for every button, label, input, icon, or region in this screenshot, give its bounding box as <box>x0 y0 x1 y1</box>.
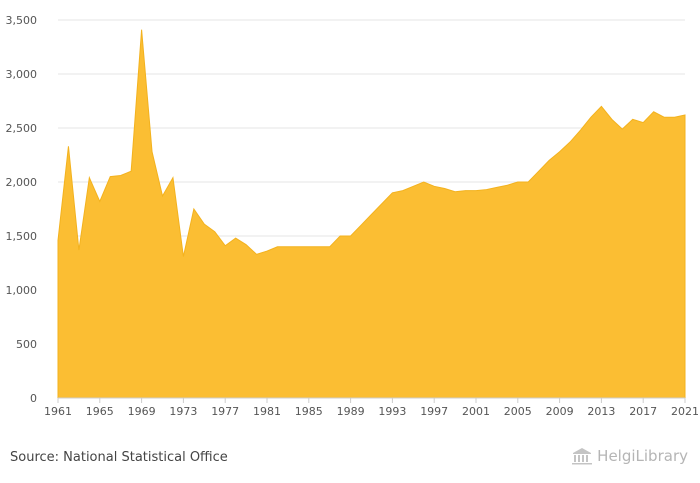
x-tick-label: 1985 <box>295 405 323 418</box>
source-note: Source: National Statistical Office <box>10 450 228 465</box>
y-tick-label: 1,000 <box>6 284 38 297</box>
y-tick-label: 3,000 <box>6 68 38 81</box>
y-tick-label: 2,000 <box>6 176 38 189</box>
x-tick-label: 2001 <box>462 405 490 418</box>
brand-logo: HelgiLibrary <box>571 447 688 465</box>
area-fill <box>57 29 686 399</box>
x-tick-label: 2017 <box>629 405 657 418</box>
y-tick-label: 0 <box>30 392 37 405</box>
x-tick-label: 1989 <box>337 405 365 418</box>
library-building-icon <box>572 448 593 465</box>
x-tick-label: 1969 <box>128 405 156 418</box>
x-tick-label: 2005 <box>504 405 532 418</box>
x-tick-label: 2009 <box>546 405 574 418</box>
brand-name: HelgiLibrary <box>597 447 688 465</box>
area-chart: 1961 1965 1969 1973 1977 1981 1985 1989 1993 1997… <box>6 14 700 418</box>
x-tick-label: 2013 <box>587 405 615 418</box>
y-tick-label: 500 <box>16 338 37 351</box>
x-tick-label: 1973 <box>169 405 197 418</box>
x-tick-label: 1961 <box>44 405 72 418</box>
area-series <box>57 29 686 399</box>
y-axis: 0 500 1,000 1,500 2,000 2,500 3,000 3,500 <box>6 14 38 405</box>
y-tick-label: 3,500 <box>6 14 38 27</box>
x-tick-label: 1997 <box>420 405 448 418</box>
y-tick-label: 1,500 <box>6 230 38 243</box>
x-tick-label: 1977 <box>211 405 239 418</box>
x-axis: 1961 1965 1969 1973 1977 1981 1985 1989 1993 1997… <box>44 397 699 418</box>
x-tick-label: 1965 <box>86 405 114 418</box>
x-tick-label: 1993 <box>378 405 406 418</box>
y-tick-label: 2,500 <box>6 122 38 135</box>
x-tick-label: 1981 <box>253 405 281 418</box>
x-tick-label: 2021 <box>671 405 699 418</box>
